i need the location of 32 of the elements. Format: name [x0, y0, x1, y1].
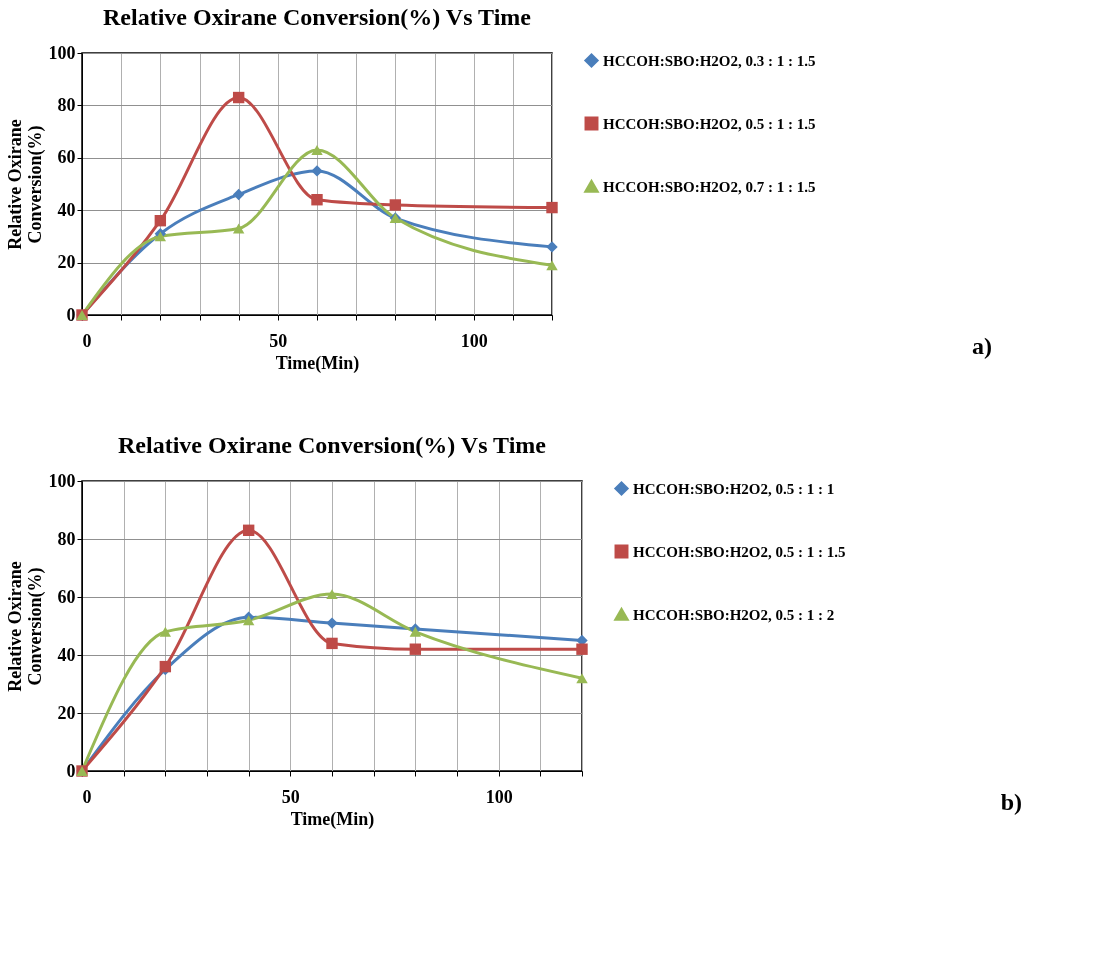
x-tick-label: 100	[485, 786, 513, 807]
legend-label: HCCOH:SBO:H2O2, 0.7 : 1 : 1.5	[603, 178, 816, 195]
y-tick-label: 80	[57, 94, 76, 115]
y-tick-label: 40	[57, 644, 76, 665]
legend-label: HCCOH:SBO:H2O2, 0.5 : 1 : 1	[633, 480, 835, 497]
y-tick-label: 60	[57, 147, 76, 168]
legend-label: HCCOH:SBO:H2O2, 0.5 : 1 : 1.5	[603, 115, 816, 132]
y-tick-label: 0	[66, 760, 76, 781]
y-tick-label: 100	[48, 470, 76, 491]
legend-label: HCCOH:SBO:H2O2, 0.5 : 1 : 1.5	[633, 543, 846, 560]
x-tick-label: 50	[281, 786, 300, 807]
legend-label: HCCOH:SBO:H2O2, 0.3 : 1 : 1.5	[603, 52, 816, 69]
legend-label: HCCOH:SBO:H2O2, 0.5 : 1 : 2	[633, 606, 835, 623]
y-tick-label: 20	[57, 702, 76, 723]
text: b)	[1000, 789, 1022, 815]
y-tick-label: 40	[57, 199, 76, 220]
x-axis-title: Time(Min)	[290, 808, 375, 830]
y-tick-label: 60	[57, 586, 76, 607]
y-tick-label: 80	[57, 528, 76, 549]
y-tick-label: 20	[57, 252, 76, 273]
y-tick-label: 0	[66, 304, 76, 325]
text: a)	[972, 333, 992, 359]
chart-title: Relative Oxirane Conversion(%) Vs Time	[118, 432, 547, 458]
x-tick-label: 50	[269, 330, 288, 351]
x-axis-title: Time(Min)	[275, 352, 360, 374]
chart-title: Relative Oxirane Conversion(%) Vs Time	[103, 4, 532, 30]
y-tick-label: 100	[48, 42, 76, 63]
x-tick-label: 0	[82, 330, 92, 351]
y-axis-title: Relative Oxirane Conversion(%)	[4, 119, 46, 250]
x-tick-label: 100	[460, 330, 488, 351]
y-axis-title: Relative Oxirane Conversion(%)	[4, 561, 46, 692]
x-tick-label: 0	[82, 786, 92, 807]
